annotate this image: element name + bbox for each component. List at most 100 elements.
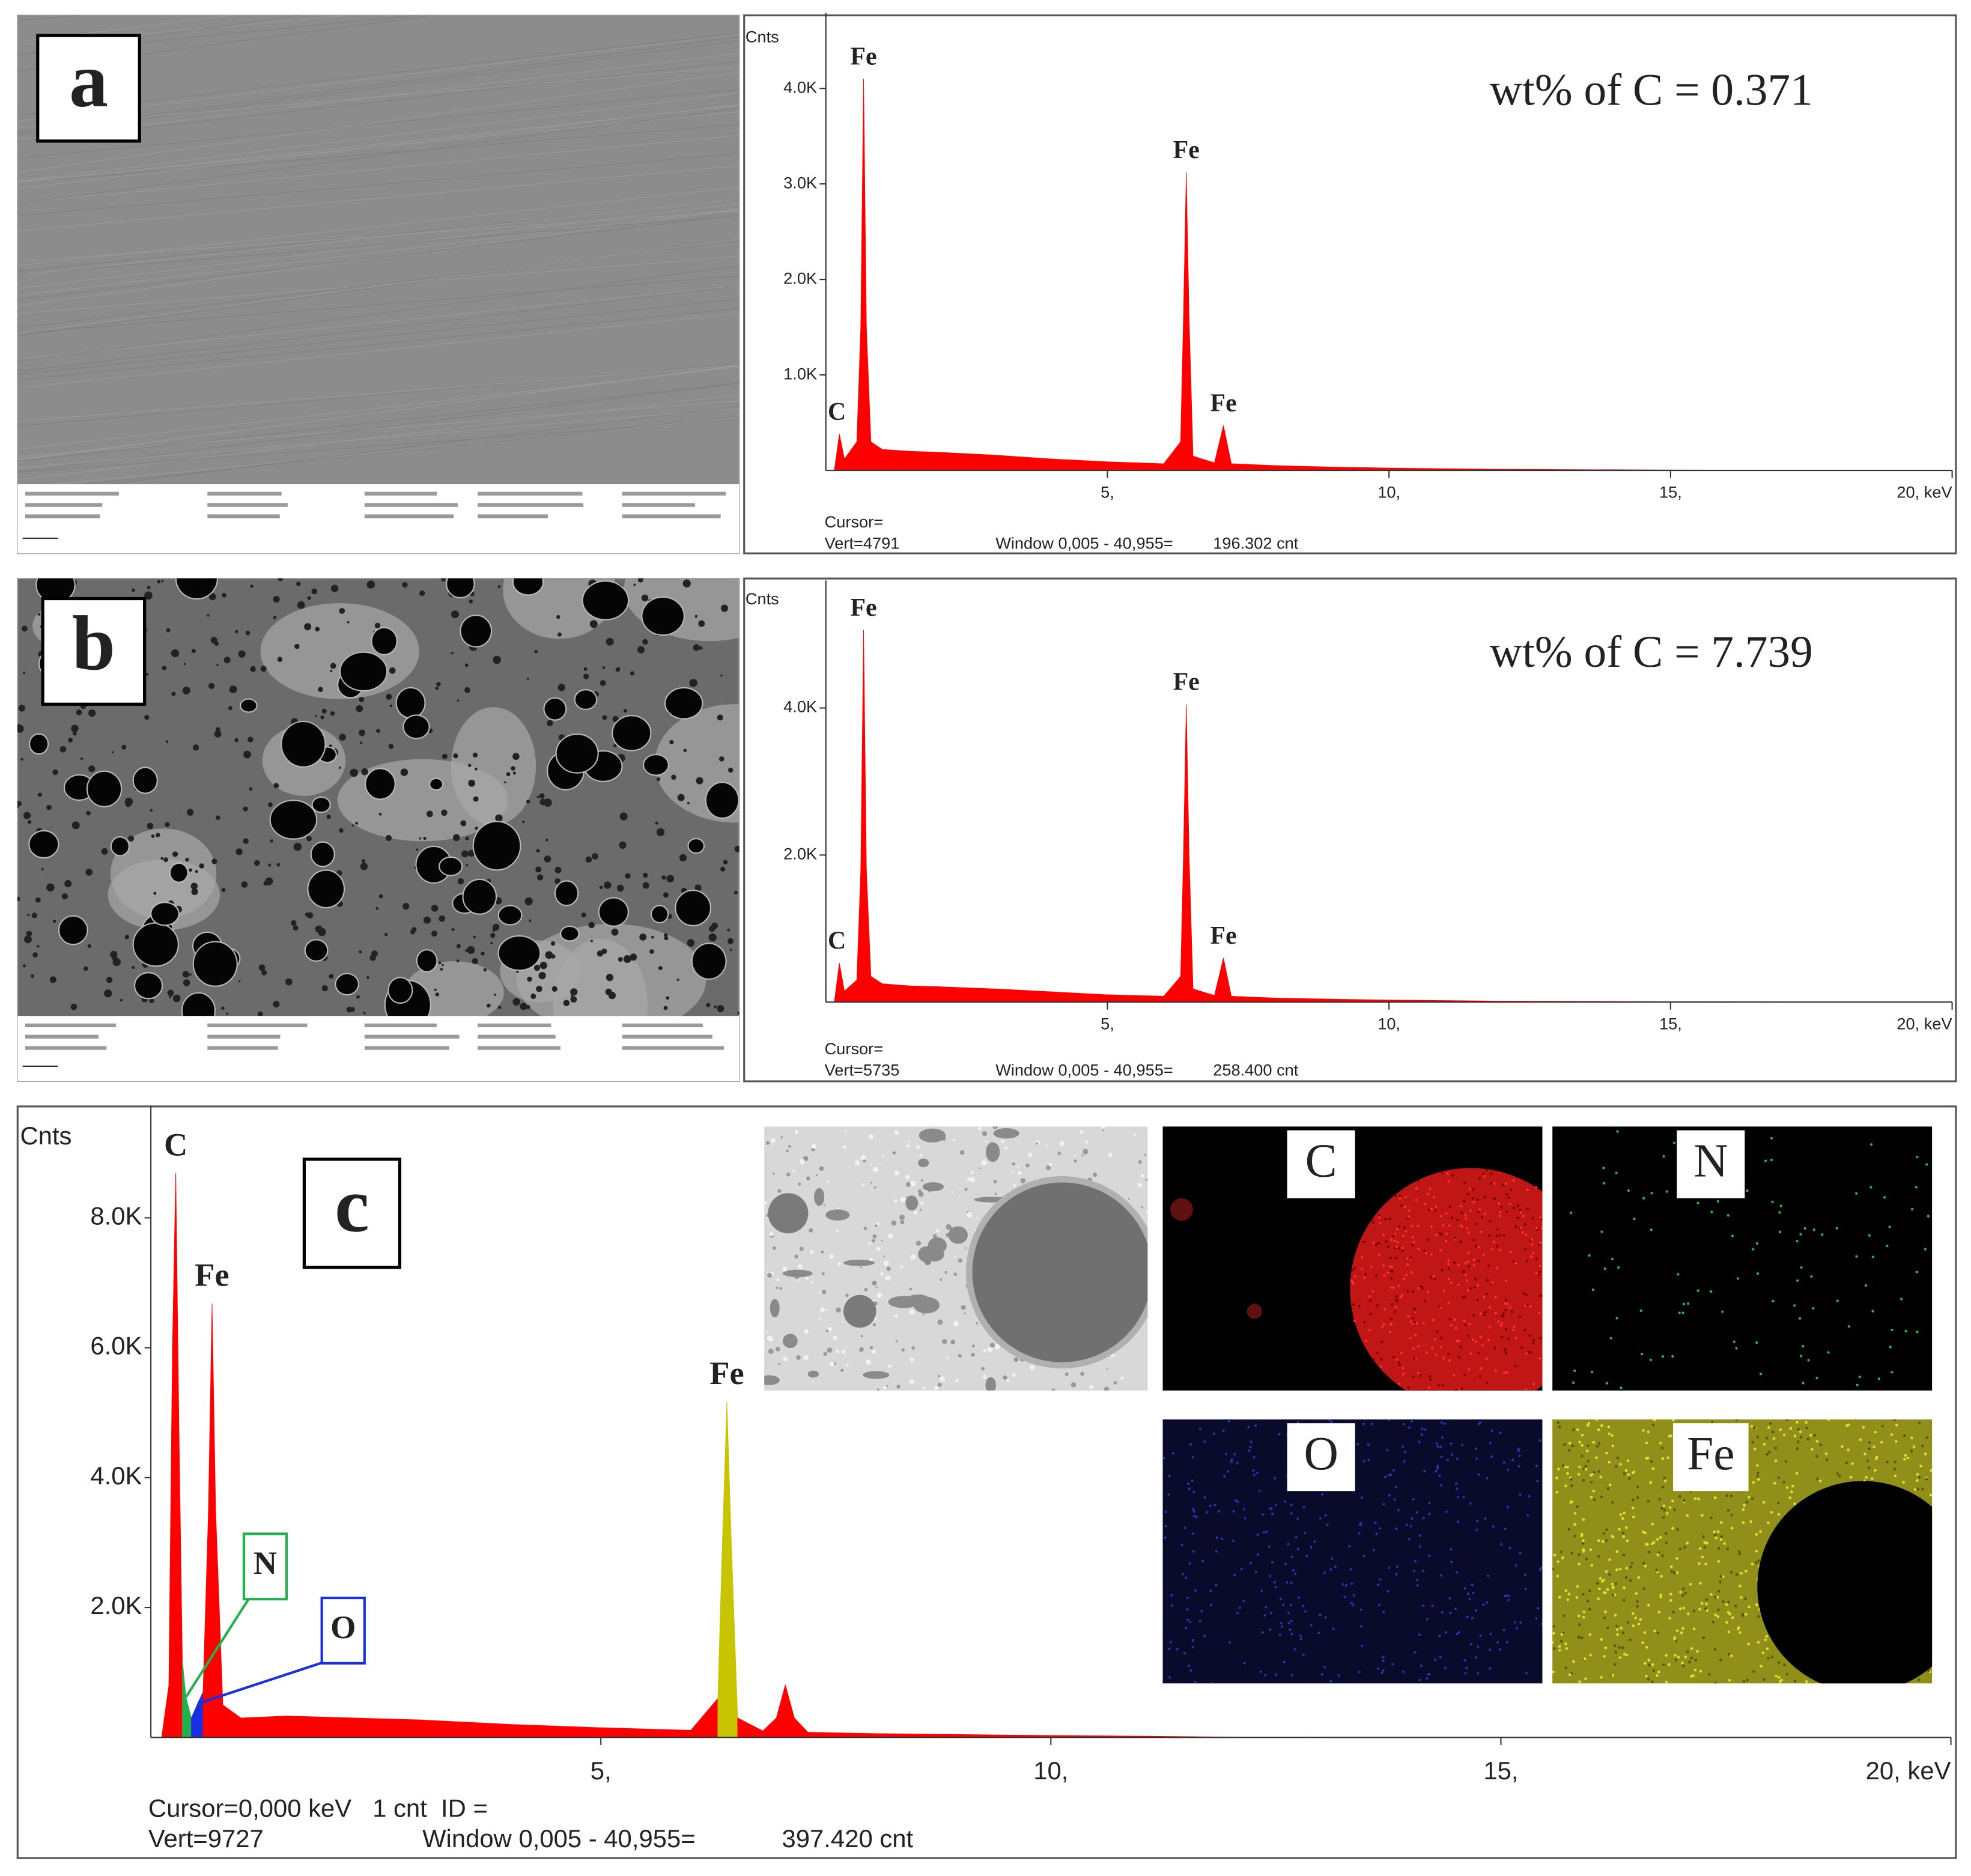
map-dot [1589, 1548, 1593, 1552]
map-dot [1380, 1325, 1384, 1328]
speck [910, 1357, 914, 1362]
map-dot [1389, 1318, 1393, 1321]
map-dot [1727, 1508, 1730, 1512]
map-dot [1442, 1356, 1445, 1360]
map-dot [1603, 1182, 1606, 1185]
map-dot [1472, 1238, 1475, 1242]
speck [819, 1166, 824, 1171]
map-dot [1403, 1460, 1406, 1463]
map-dot [1723, 1542, 1727, 1545]
map-dot [1450, 1547, 1453, 1551]
map-dot [1806, 1437, 1810, 1441]
map-dot [1627, 1473, 1630, 1477]
map-dot [1606, 1487, 1610, 1490]
scratch [17, 199, 740, 276]
pore [460, 820, 467, 827]
pore [32, 952, 38, 958]
scratch [17, 15, 234, 43]
speck [836, 1230, 839, 1233]
map-dot [1578, 1465, 1581, 1469]
map-label-box [1287, 1423, 1355, 1492]
speck [894, 1170, 899, 1176]
map-dot [1627, 1189, 1630, 1192]
map-dot [1890, 1433, 1894, 1436]
pore [269, 800, 318, 840]
scratch [17, 153, 740, 216]
map-dot [1256, 1533, 1260, 1536]
map-dot [1757, 1272, 1760, 1275]
map-dot [1622, 1535, 1625, 1538]
map-dot [1636, 1496, 1639, 1499]
pore [985, 1377, 997, 1391]
map-dot [1686, 1612, 1690, 1615]
map-dot [1790, 1490, 1793, 1493]
map-dot [1412, 1498, 1415, 1501]
map-dot [1162, 1457, 1166, 1460]
footer-text: Vert=5735 [825, 1060, 900, 1079]
map-dot [1656, 1631, 1660, 1635]
map-dot [1483, 1195, 1487, 1199]
map-dot [1236, 1500, 1239, 1504]
map-dot [1644, 1564, 1647, 1568]
map-dot [1466, 1289, 1469, 1292]
map-dot [1372, 1549, 1375, 1552]
map-dot [1425, 1351, 1429, 1354]
speck [826, 1329, 829, 1332]
pore [193, 890, 198, 894]
map-dot [1538, 1439, 1541, 1442]
spectrum-segment [1107, 994, 1164, 1003]
map-dot [1918, 1475, 1921, 1479]
map-dot [1392, 1234, 1395, 1237]
map-dot [1651, 1467, 1655, 1471]
map-dot [1586, 1424, 1590, 1427]
map-dot [1699, 1669, 1702, 1673]
map-dot [1650, 1460, 1653, 1463]
map-dot [1770, 1656, 1774, 1659]
pore [456, 959, 460, 963]
pore [441, 809, 448, 816]
map-dot [1464, 1672, 1467, 1675]
map-dot [1573, 1369, 1576, 1372]
map-dot [1348, 1544, 1351, 1547]
map-dot [1611, 1674, 1614, 1677]
map-dot [1910, 1436, 1913, 1440]
map-dot [1713, 1648, 1717, 1651]
info-text [478, 514, 548, 518]
y-tick-label: 2.0K [783, 845, 817, 863]
map-dot [1765, 1635, 1769, 1638]
map-dot [1727, 1214, 1730, 1217]
map-dot [1505, 1192, 1508, 1196]
map-dot [1872, 1445, 1875, 1448]
map-dot [1475, 1457, 1478, 1460]
map-dot [1472, 1201, 1475, 1204]
pore [554, 866, 562, 873]
pore [248, 736, 254, 742]
map-dot [1803, 1227, 1806, 1230]
pore [163, 857, 169, 863]
scratch [17, 407, 740, 469]
pore [167, 989, 174, 997]
pore [37, 613, 41, 616]
pore [374, 622, 381, 629]
speck [886, 1385, 888, 1387]
map-dot [1529, 1351, 1532, 1354]
map-dot [1168, 1475, 1171, 1478]
map-dot [1439, 1656, 1442, 1659]
map-dot [1597, 1555, 1600, 1558]
map-dot [1463, 1659, 1466, 1662]
pore [61, 893, 68, 900]
map-dot [1624, 1526, 1628, 1529]
map-dot [1668, 1506, 1672, 1509]
map-dot [1447, 1180, 1450, 1183]
map-dot [1816, 1477, 1819, 1481]
map-dot [1519, 1493, 1522, 1496]
pore [512, 578, 544, 596]
speck [920, 1201, 924, 1205]
map-dot [1656, 1538, 1659, 1541]
map-dot [1716, 1200, 1719, 1203]
map-dot [1226, 1470, 1230, 1473]
pore [121, 744, 127, 750]
map-dot [1280, 1626, 1284, 1629]
map-dot [1492, 1525, 1495, 1528]
map-dot [1400, 1204, 1403, 1207]
